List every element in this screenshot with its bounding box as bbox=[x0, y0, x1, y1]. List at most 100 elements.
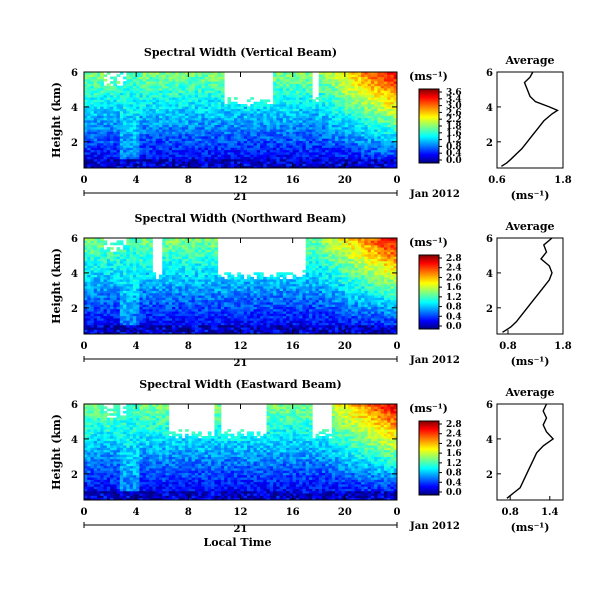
heatmap-cell bbox=[207, 122, 212, 125]
heatmap-cell bbox=[269, 158, 274, 162]
heatmap-cell bbox=[149, 76, 153, 80]
heatmap-cell bbox=[292, 152, 297, 155]
heatmap-cell bbox=[233, 163, 238, 167]
heatmap-cell bbox=[276, 124, 281, 128]
heatmap-cell bbox=[335, 92, 339, 96]
heatmap-cell bbox=[149, 292, 153, 296]
heatmap-cell bbox=[344, 106, 349, 109]
heatmap-cell bbox=[116, 265, 121, 269]
heatmap-cell bbox=[181, 90, 186, 93]
heatmap-cell bbox=[354, 104, 359, 107]
heatmap-cell bbox=[172, 165, 176, 169]
heatmap-cell bbox=[312, 104, 316, 107]
heatmap-cell bbox=[93, 161, 98, 164]
heatmap-cell bbox=[168, 286, 173, 289]
heatmap-cell bbox=[214, 122, 219, 125]
heatmap-cell bbox=[103, 124, 108, 128]
heatmap-cell bbox=[106, 147, 111, 151]
heatmap-cell bbox=[282, 149, 287, 153]
heatmap-cell bbox=[165, 138, 170, 141]
heatmap-cell bbox=[155, 322, 160, 326]
heatmap-cell bbox=[97, 76, 101, 80]
heatmap-cell bbox=[132, 110, 137, 114]
heatmap-cell bbox=[191, 145, 196, 148]
heatmap-cell bbox=[198, 72, 202, 75]
heatmap-cell bbox=[139, 260, 144, 264]
heatmap-cell bbox=[344, 138, 349, 141]
heatmap-cell bbox=[253, 161, 258, 164]
heatmap-cell bbox=[87, 315, 91, 319]
heatmap-cell bbox=[119, 267, 124, 271]
heatmap-cell bbox=[155, 90, 160, 93]
heatmap-cell bbox=[315, 147, 320, 151]
heatmap-cell bbox=[237, 113, 241, 116]
heatmap-cell bbox=[341, 124, 346, 128]
heatmap-cell bbox=[181, 161, 186, 164]
heatmap-cell bbox=[116, 256, 121, 259]
heatmap-cell bbox=[175, 131, 179, 135]
heatmap-cell bbox=[119, 260, 124, 264]
heatmap-cell bbox=[116, 270, 121, 273]
heatmap-cell bbox=[377, 156, 382, 160]
heatmap-cell bbox=[126, 260, 131, 264]
heatmap-cell bbox=[214, 108, 219, 112]
heatmap-cell bbox=[103, 299, 108, 303]
heatmap-cell bbox=[84, 247, 88, 250]
heatmap-cell bbox=[354, 142, 359, 146]
heatmap-cell bbox=[155, 126, 160, 130]
heatmap-cell bbox=[191, 101, 196, 105]
heatmap-cell bbox=[191, 138, 196, 141]
heatmap-cell bbox=[165, 97, 170, 100]
heatmap-cell bbox=[181, 140, 186, 144]
heatmap-cell bbox=[132, 242, 137, 246]
heatmap-cell bbox=[90, 256, 95, 259]
heatmap-cell bbox=[331, 138, 336, 141]
heatmap-cell bbox=[145, 315, 150, 319]
heatmap-cell bbox=[348, 83, 352, 87]
heatmap-cell bbox=[90, 129, 95, 132]
heatmap-cell bbox=[152, 290, 157, 294]
heatmap-cell bbox=[338, 90, 342, 93]
heatmap-cell bbox=[279, 101, 284, 105]
heatmap-cell bbox=[273, 104, 277, 107]
heatmap-cell bbox=[168, 242, 173, 246]
heatmap-cell bbox=[168, 156, 173, 160]
heatmap-cell bbox=[175, 106, 179, 109]
heatmap-cell bbox=[93, 299, 98, 303]
heatmap-cell bbox=[87, 322, 91, 326]
heatmap-cell bbox=[217, 126, 222, 130]
heatmap-cell bbox=[165, 124, 170, 128]
heatmap-cell bbox=[119, 283, 124, 287]
heatmap-cell bbox=[390, 104, 395, 107]
heatmap-cell bbox=[168, 295, 173, 298]
heatmap-cell bbox=[286, 72, 290, 75]
heatmap-cell bbox=[165, 133, 170, 137]
heatmap-cell bbox=[136, 311, 140, 314]
heatmap-cell bbox=[100, 163, 104, 167]
x-tick-label: 12 bbox=[234, 175, 248, 186]
heatmap-cell bbox=[341, 140, 346, 144]
heatmap-cell bbox=[136, 83, 140, 87]
heatmap-cell bbox=[230, 138, 235, 141]
heatmap-cell bbox=[123, 295, 127, 298]
heatmap-cell bbox=[162, 267, 166, 271]
heatmap-cell bbox=[136, 115, 140, 119]
heatmap-cell bbox=[106, 99, 111, 103]
heatmap-cell bbox=[152, 120, 157, 123]
heatmap-cell bbox=[97, 320, 101, 323]
heatmap-cell bbox=[123, 115, 127, 119]
heatmap-cell bbox=[260, 108, 264, 112]
heatmap-cell bbox=[220, 99, 225, 103]
heatmap-cell bbox=[335, 126, 339, 130]
heatmap-cell bbox=[344, 113, 349, 116]
heatmap-cell bbox=[341, 136, 346, 139]
heatmap-cell bbox=[116, 90, 121, 93]
heatmap-cell bbox=[136, 304, 140, 307]
heatmap-cell bbox=[227, 133, 232, 137]
heatmap-cell bbox=[90, 238, 95, 241]
heatmap-cell bbox=[139, 251, 144, 255]
heatmap-cell bbox=[165, 72, 170, 75]
heatmap-cell bbox=[106, 88, 111, 91]
heatmap-cell bbox=[145, 308, 150, 312]
heatmap-cell bbox=[100, 292, 104, 296]
